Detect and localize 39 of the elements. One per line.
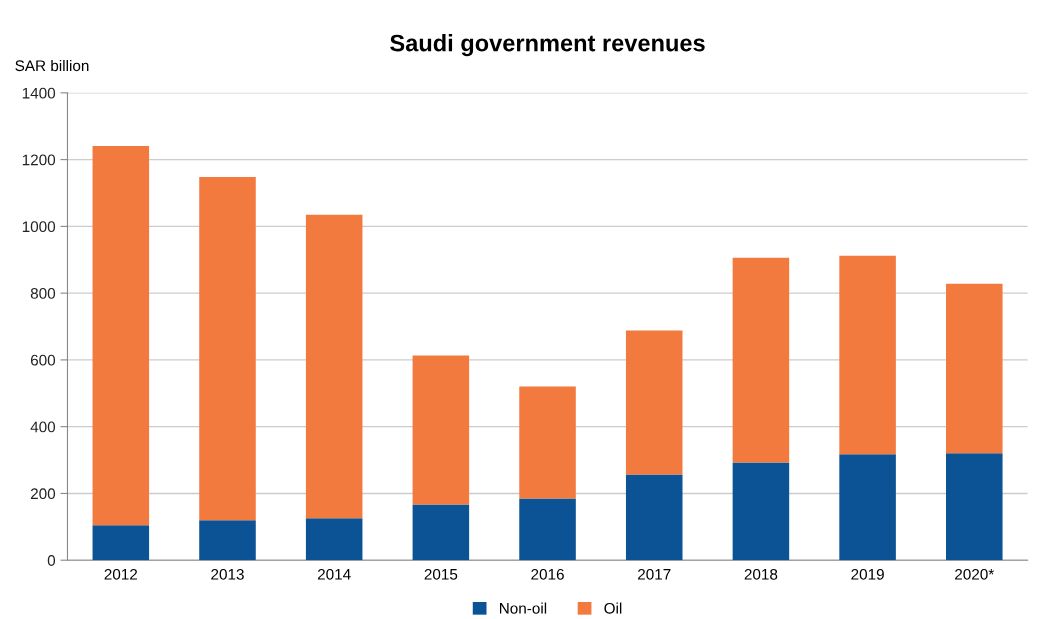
bar	[732, 257, 790, 463]
y-tick-label: 400	[30, 421, 56, 433]
x-tick-label: 2019	[851, 568, 884, 580]
bar	[625, 330, 683, 475]
y-tick-label: 600	[30, 354, 56, 366]
y-tick-label: 800	[30, 288, 56, 299]
bar	[839, 255, 896, 455]
bar	[199, 520, 256, 561]
x-tick-label: 2018	[744, 568, 778, 580]
y-axis-title: SAR billion	[15, 59, 89, 72]
x-tick-label: 2014	[317, 568, 351, 580]
bar	[412, 504, 470, 561]
bar	[519, 386, 576, 499]
bar	[92, 525, 150, 561]
x-tick-label: 2013	[211, 568, 244, 580]
chart-title: Saudi government revenues	[390, 34, 705, 57]
bar	[519, 498, 576, 561]
x-tick-label: 2020*	[955, 568, 995, 580]
bar	[946, 283, 1003, 454]
y-tick-label: 1200	[22, 154, 56, 166]
y-tick-label: 1000	[22, 221, 56, 233]
bar	[412, 355, 470, 505]
y-tick-label: 1400	[22, 87, 56, 99]
bar	[946, 453, 1003, 561]
y-tick-label: 200	[30, 488, 56, 500]
bar	[92, 145, 150, 526]
y-tick-label: 0	[47, 555, 56, 566]
bar	[732, 462, 790, 561]
bar	[305, 214, 363, 519]
legend-label: Non-oil	[499, 602, 547, 614]
x-tick-label: 2016	[531, 568, 564, 580]
bar	[305, 518, 363, 561]
x-tick-label: 2015	[424, 568, 458, 580]
bar	[839, 454, 896, 561]
bar	[625, 474, 683, 561]
legend-label: Oil	[604, 602, 622, 614]
bar	[199, 176, 256, 521]
x-tick-label: 2012	[104, 568, 138, 580]
x-tick-label: 2017	[638, 568, 671, 580]
